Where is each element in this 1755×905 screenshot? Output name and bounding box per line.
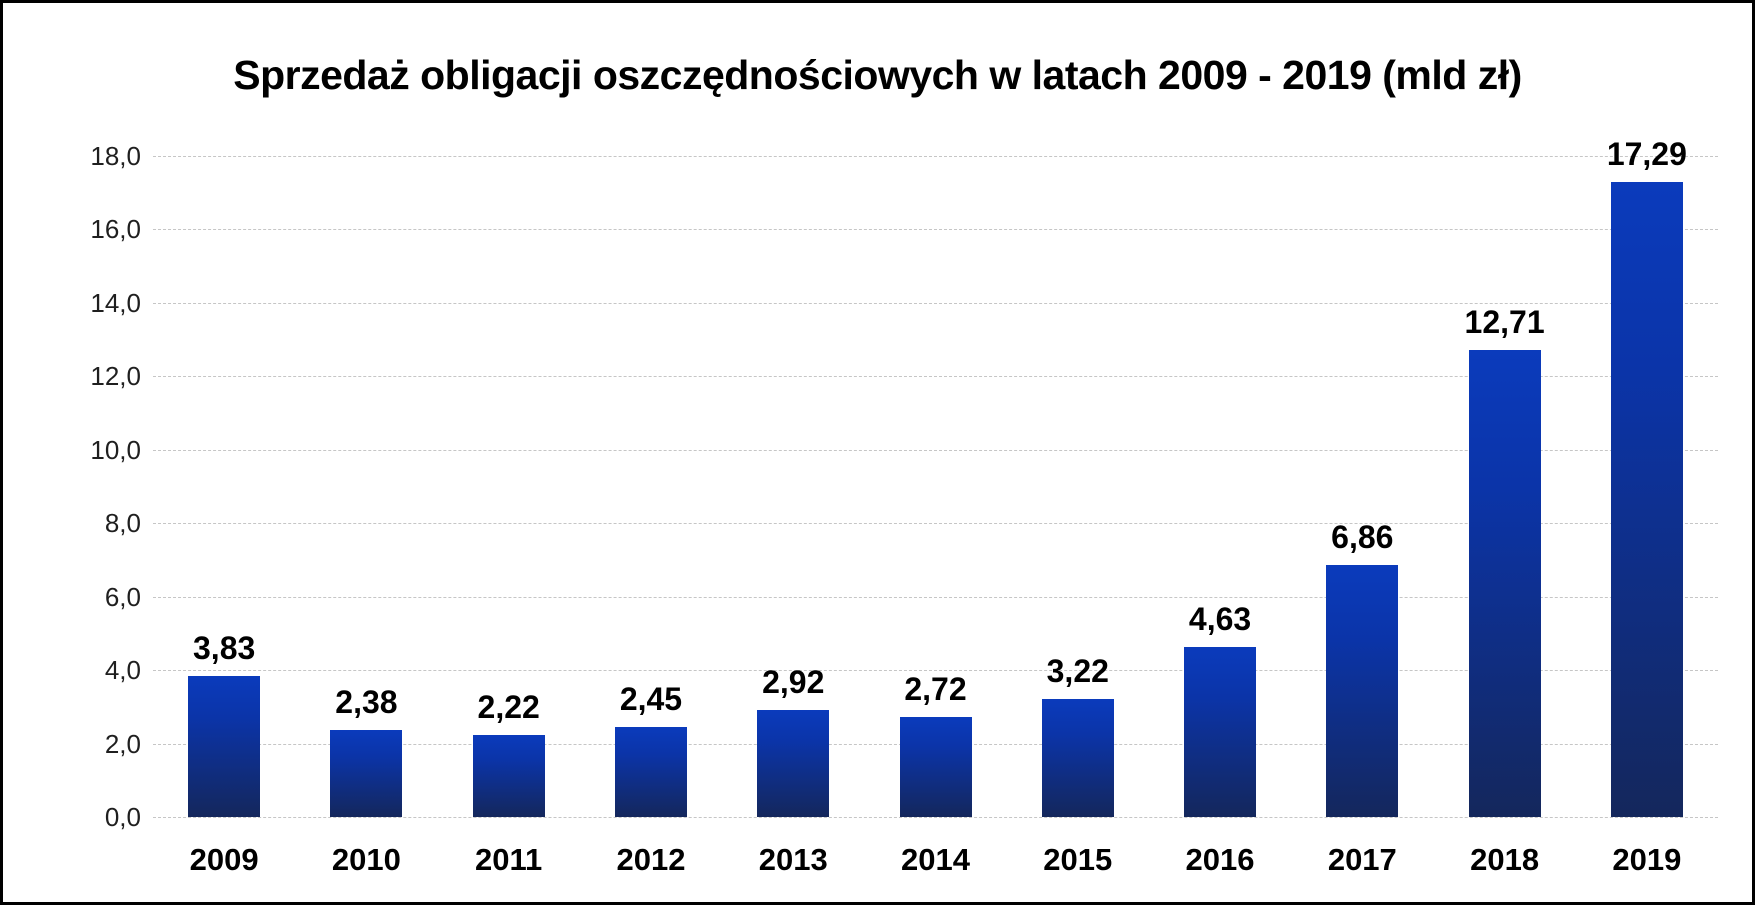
gridline	[153, 376, 1718, 378]
y-tick-label: 10,0	[90, 434, 141, 465]
y-tick-label: 18,0	[90, 141, 141, 171]
gridline	[153, 156, 1718, 157]
x-axis-label: 2017	[1327, 842, 1397, 877]
x-axis-label: 2015	[1043, 842, 1113, 877]
y-tick-label: 4,0	[104, 655, 141, 686]
bar	[899, 717, 972, 817]
y-tick-label: 16,0	[90, 214, 141, 245]
y-tick-label: 8,0	[104, 508, 141, 539]
x-axis-label: 2012	[616, 842, 686, 877]
bar	[1326, 565, 1399, 817]
x-axis-label: 2011	[475, 842, 543, 877]
x-axis-label: 2019	[1612, 842, 1682, 877]
x-axis-label: 2016	[1185, 842, 1255, 877]
bar	[1184, 646, 1257, 817]
bar-value-label: 3,83	[193, 630, 256, 667]
bar-value-label: 2,72	[904, 671, 967, 708]
y-tick-label: 14,0	[90, 287, 141, 318]
bar	[1610, 182, 1683, 817]
chart-title: Sprzedaż obligacji oszczędnościowych w l…	[233, 52, 1522, 98]
gridline	[153, 302, 1718, 304]
gridline	[153, 670, 1718, 672]
bar-value-label: 6,86	[1331, 519, 1394, 556]
bar-value-label: 3,22	[1046, 652, 1109, 689]
bar-value-label: 2,22	[477, 689, 540, 726]
x-axis-label: 2009	[189, 842, 259, 877]
bar	[1041, 698, 1114, 817]
bar	[757, 709, 830, 817]
gridline	[153, 229, 1718, 231]
gridline	[153, 596, 1718, 598]
gridline	[153, 449, 1718, 451]
x-axis-label: 2010	[331, 842, 401, 877]
y-tick-label: 0,0	[104, 802, 141, 832]
y-tick-label: 12,0	[90, 361, 141, 392]
x-axis-label: 2013	[758, 842, 828, 877]
bar	[1468, 350, 1541, 817]
y-tick-label: 6,0	[104, 581, 141, 612]
gridline	[153, 817, 1718, 818]
bar	[614, 727, 687, 817]
bar	[330, 729, 403, 817]
bar-value-label: 17,29	[1606, 136, 1687, 173]
y-tick-label: 2,0	[104, 728, 141, 759]
plot-area: 3,83 2,38 2,22 2,45 2,92 2,72 3,22 4,63 6,86 12,7…	[153, 136, 1718, 818]
x-axis-label: 2014	[901, 842, 970, 877]
bar-value-label: 4,63	[1188, 600, 1252, 637]
bar-value-label: 2,45	[619, 681, 683, 718]
x-axis-label: 2018	[1470, 842, 1540, 877]
gridline	[153, 523, 1718, 525]
bar-value-label: 2,92	[762, 663, 825, 700]
bar	[188, 676, 261, 817]
bar-value-label: 2,38	[335, 683, 398, 720]
bar-value-label: 12,71	[1464, 304, 1545, 341]
bar	[472, 735, 545, 817]
